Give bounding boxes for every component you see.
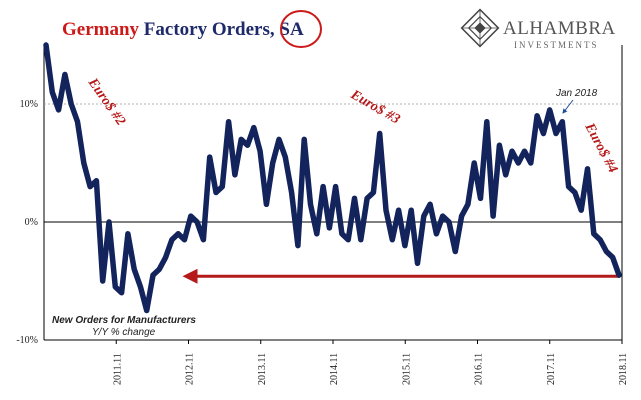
x-tick-label: 2014.11 <box>329 353 340 385</box>
series-layer <box>43 42 622 314</box>
title-part-1: Germany <box>62 19 140 40</box>
x-tick-label: 2013.11 <box>257 353 268 385</box>
series-line <box>43 42 622 314</box>
note-line-2: Y/Y % change <box>92 327 156 338</box>
jan-2018-label: Jan 2018 <box>555 88 598 99</box>
x-tick-label: 2011.11 <box>112 353 123 385</box>
x-tick-label: 2018.11 <box>618 353 629 385</box>
x-tick-label: 2016.11 <box>474 353 485 385</box>
brand-sub: INVESTMENTS <box>514 40 599 50</box>
era-label-3: Euro$ #3 <box>347 87 402 128</box>
jan-2018-callout-arrow <box>562 99 574 114</box>
era-label-2: Euro$ #2 <box>84 75 128 129</box>
title-part-3: SA <box>279 19 304 40</box>
y-tick-label: -10% <box>16 335 38 346</box>
x-tick-label: 2012.11 <box>185 353 196 385</box>
title-part-2: Factory Orders, <box>139 19 279 40</box>
brand-name: ALHAMBRA <box>503 18 616 39</box>
x-tick-label: 2017.11 <box>546 353 557 385</box>
y-tick-layer: -10% 0% 10% <box>16 99 38 346</box>
chart-title: Germany Factory Orders, SA <box>62 19 304 40</box>
y-tick-label: 0% <box>25 217 38 228</box>
x-tick-layer: 2011.11 2012.11 2013.11 2014.11 2015.11 2016.… <box>112 340 629 385</box>
y-tick-label: 10% <box>20 99 38 110</box>
alhambra-logo: ALHAMBRA INVESTMENTS <box>460 8 616 50</box>
x-tick-label: 2015.11 <box>401 353 412 385</box>
diamond-lattice-logo-icon <box>460 8 500 48</box>
note-line-1: New Orders for Manufacturers <box>52 315 196 326</box>
sa-highlight-circle <box>280 10 322 48</box>
